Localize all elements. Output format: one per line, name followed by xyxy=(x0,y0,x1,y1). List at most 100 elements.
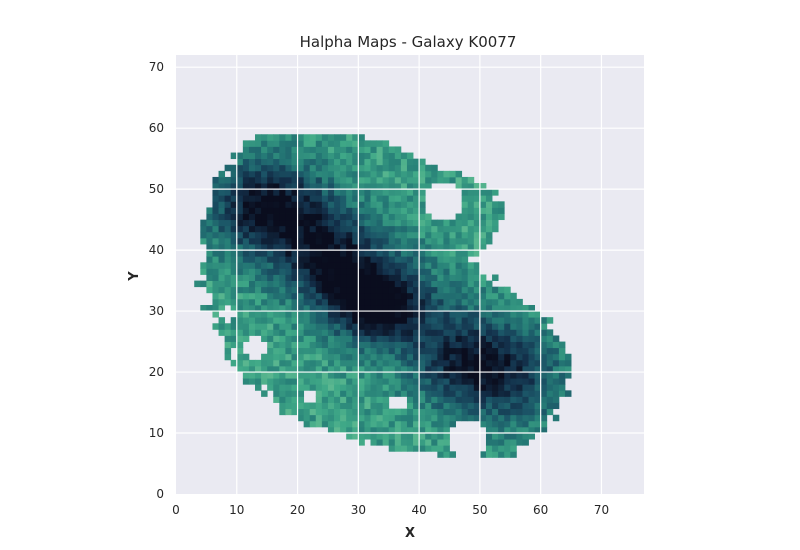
heatmap-cell xyxy=(334,372,341,379)
heatmap-cell xyxy=(425,256,432,263)
heatmap-cell xyxy=(528,304,535,312)
heatmap-cell xyxy=(485,353,493,361)
heatmap-cell xyxy=(437,274,444,281)
heatmap-cell xyxy=(431,268,438,275)
heatmap-cell xyxy=(321,268,329,275)
heatmap-cell xyxy=(358,237,365,245)
heatmap-cell xyxy=(291,353,298,361)
heatmap-cell xyxy=(309,341,317,349)
heatmap-cell xyxy=(285,335,292,342)
heatmap-cell xyxy=(334,170,341,178)
heatmap-cell xyxy=(461,359,469,367)
heatmap-cell xyxy=(364,335,371,342)
heatmap-cell xyxy=(364,390,371,397)
heatmap-cell xyxy=(291,231,298,239)
heatmap-cell xyxy=(279,164,286,172)
heatmap-cell xyxy=(528,433,535,440)
heatmap-cell xyxy=(419,335,426,342)
heatmap-cell xyxy=(558,347,566,355)
heatmap-cell xyxy=(261,323,268,330)
heatmap-cell xyxy=(413,390,420,397)
heatmap-cell xyxy=(425,341,432,349)
heatmap-cell xyxy=(224,286,232,294)
heatmap-cell xyxy=(291,268,298,275)
heatmap-cell xyxy=(473,372,481,379)
heatmap-cell xyxy=(285,231,292,239)
heatmap-cell xyxy=(370,390,377,397)
heatmap-cell xyxy=(230,323,238,330)
heatmap-cell xyxy=(413,280,420,288)
heatmap-cell xyxy=(510,426,517,434)
heatmap-cell xyxy=(212,219,219,227)
heatmap-cell xyxy=(321,378,329,385)
heatmap-cell xyxy=(212,250,219,257)
heatmap-cell xyxy=(242,183,250,190)
heatmap-cell xyxy=(504,286,511,294)
heatmap-cell xyxy=(413,341,420,349)
heatmap-cell xyxy=(255,231,262,239)
heatmap-cell xyxy=(479,189,487,196)
heatmap-cell xyxy=(485,237,493,245)
heatmap-cell xyxy=(291,317,298,324)
heatmap-cell xyxy=(479,359,487,367)
heatmap-cell xyxy=(419,250,426,257)
heatmap-cell xyxy=(528,311,535,318)
heatmap-cell xyxy=(340,225,347,233)
heatmap-cell xyxy=(510,396,517,403)
heatmap-cell xyxy=(352,164,359,172)
heatmap-cell xyxy=(358,176,365,184)
heatmap-cell xyxy=(255,213,262,221)
heatmap-cell xyxy=(358,146,365,153)
heatmap-cell xyxy=(388,365,396,373)
heatmap-cell xyxy=(443,414,450,422)
heatmap-cell xyxy=(255,207,262,214)
heatmap-cell xyxy=(388,152,396,160)
heatmap-cell xyxy=(358,250,365,257)
heatmap-cell xyxy=(261,231,268,239)
heatmap-cell xyxy=(279,250,286,257)
heatmap-cell xyxy=(425,219,432,227)
heatmap-cell xyxy=(364,414,371,422)
heatmap-cell xyxy=(303,359,311,367)
heatmap-cell xyxy=(473,237,481,245)
heatmap-cell xyxy=(504,323,511,330)
heatmap-cell xyxy=(431,256,438,263)
heatmap-cell xyxy=(522,359,529,367)
heatmap-cell xyxy=(449,286,456,294)
heatmap-cell xyxy=(400,353,408,361)
heatmap-cell xyxy=(327,304,335,312)
heatmap-cell xyxy=(413,219,420,227)
heatmap-cell xyxy=(522,426,529,434)
heatmap-cell xyxy=(255,183,262,190)
heatmap-cell xyxy=(479,353,487,361)
heatmap-cell xyxy=(425,365,432,373)
heatmap-cell xyxy=(285,268,292,275)
heatmap-cell xyxy=(467,237,475,245)
heatmap-cell xyxy=(382,384,390,391)
heatmap-cell xyxy=(473,402,481,410)
heatmap-cell xyxy=(425,359,432,367)
heatmap-cell xyxy=(522,402,529,410)
heatmap-cell xyxy=(279,140,286,147)
heatmap-cell xyxy=(461,353,469,361)
heatmap-cell xyxy=(346,335,353,342)
heatmap-cell xyxy=(528,420,535,428)
heatmap-cell xyxy=(352,213,359,221)
heatmap-cell xyxy=(400,183,408,190)
heatmap-cell xyxy=(504,365,511,373)
heatmap-cell xyxy=(413,329,420,336)
heatmap-cell xyxy=(498,201,505,208)
heatmap-cell xyxy=(255,195,262,202)
heatmap-cell xyxy=(212,244,219,251)
heatmap-cell xyxy=(504,420,511,428)
heatmap-cell xyxy=(267,207,274,214)
heatmap-cell xyxy=(492,402,499,410)
heatmap-cell xyxy=(431,359,438,367)
heatmap-cell xyxy=(528,378,535,385)
heatmap-cell xyxy=(382,390,390,397)
heatmap-cell xyxy=(321,274,329,281)
heatmap-cell xyxy=(370,146,377,153)
heatmap-cell xyxy=(394,244,402,251)
heatmap-cell xyxy=(449,365,456,373)
